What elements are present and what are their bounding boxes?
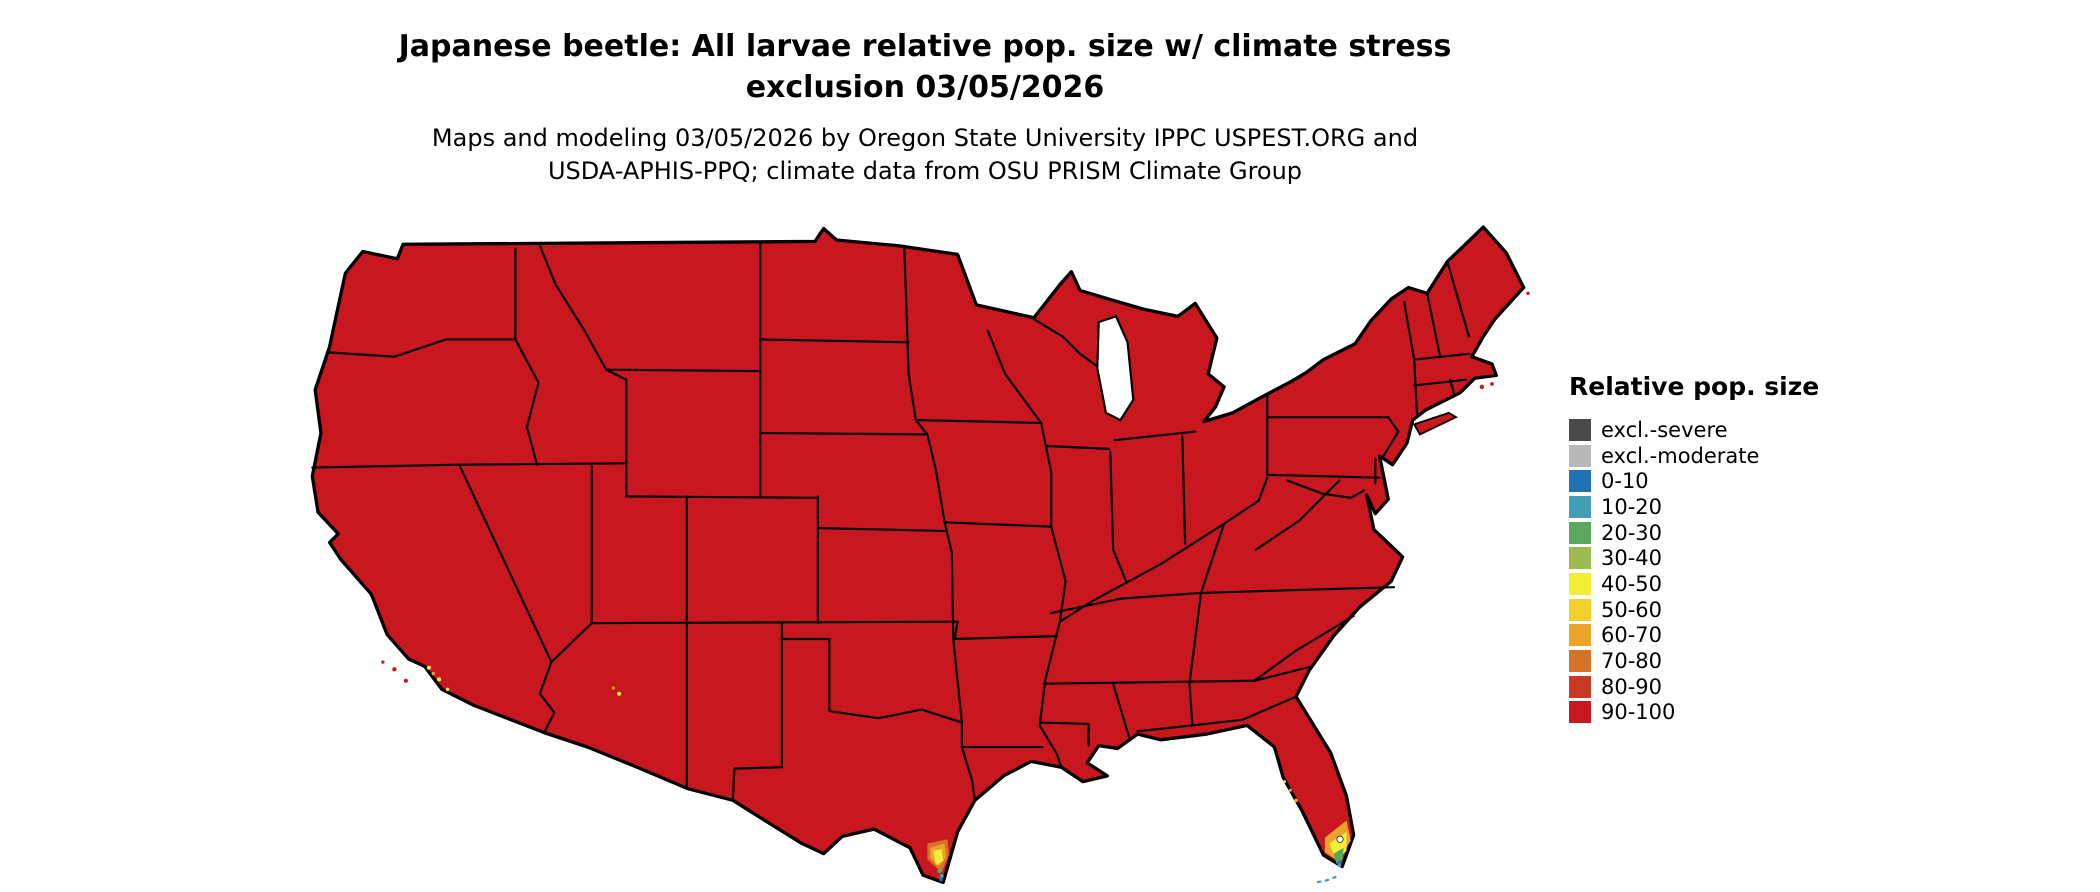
legend-label: excl.-severe	[1601, 417, 1728, 442]
legend-swatch	[1569, 650, 1591, 673]
coastal-islands	[354, 256, 1530, 390]
lake-michigan	[1096, 315, 1135, 422]
south-texas-patch	[927, 839, 949, 882]
legend-swatch	[1569, 444, 1591, 467]
legend-swatch	[1569, 675, 1591, 698]
conus-land	[310, 225, 1526, 885]
legend-title: Relative pop. size	[1569, 372, 1820, 401]
legend-label: 90-100	[1601, 700, 1676, 725]
figure-subtitle: Maps and modeling 03/05/2026 by Oregon S…	[250, 122, 1600, 188]
legend-item: 70-80	[1569, 648, 1899, 674]
legend-item: 30-40	[1569, 545, 1899, 571]
legend-swatch	[1569, 547, 1591, 570]
legend-label: 60-70	[1601, 623, 1663, 648]
low-value-patches	[354, 256, 1530, 884]
southern-california-specks	[381, 660, 450, 692]
legend-items: excl.-severe excl.-moderate 0-10 10-20 20-30…	[1569, 417, 1899, 725]
legend-label: 30-40	[1601, 546, 1663, 571]
legend-item: 80-90	[1569, 674, 1899, 700]
arizona-specks	[611, 686, 622, 696]
legend: Relative pop. size excl.-severe excl.-mod…	[1569, 372, 1899, 725]
legend-label: 0-10	[1601, 469, 1649, 494]
legend-swatch	[1569, 572, 1591, 595]
legend-label: 10-20	[1601, 494, 1663, 519]
long-island	[1412, 411, 1458, 436]
legend-swatch	[1569, 470, 1591, 493]
lake-okeechobee	[1336, 835, 1344, 843]
legend-label: 80-90	[1601, 674, 1663, 699]
legend-swatch	[1569, 495, 1591, 518]
us-map	[310, 225, 1530, 885]
legend-item: excl.-severe	[1569, 417, 1899, 443]
legend-swatch	[1569, 598, 1591, 621]
legend-item: excl.-moderate	[1569, 443, 1899, 469]
state-borders	[311, 241, 1470, 802]
legend-item: 40-50	[1569, 571, 1899, 597]
legend-swatch	[1569, 701, 1591, 724]
legend-item: 90-100	[1569, 700, 1899, 726]
figure-title: Japanese beetle: All larvae relative pop…	[250, 26, 1600, 108]
legend-label: excl.-moderate	[1601, 443, 1760, 468]
florida-keys	[1314, 875, 1337, 884]
legend-label: 40-50	[1601, 571, 1663, 596]
legend-item: 60-70	[1569, 623, 1899, 649]
legend-swatch	[1569, 624, 1591, 647]
legend-item: 20-30	[1569, 520, 1899, 546]
legend-item: 50-60	[1569, 597, 1899, 623]
us-map-container	[256, 204, 1639, 892]
legend-swatch	[1569, 521, 1591, 544]
title-line-2: exclusion 03/05/2026	[745, 70, 1105, 105]
legend-item: 10-20	[1569, 494, 1899, 520]
legend-item: 0-10	[1569, 468, 1899, 494]
legend-label: 20-30	[1601, 520, 1663, 545]
subtitle-line-1: Maps and modeling 03/05/2026 by Oregon S…	[431, 124, 1419, 152]
legend-label: 50-60	[1601, 597, 1663, 622]
south-florida-patch	[1283, 780, 1351, 884]
legend-label: 70-80	[1601, 649, 1663, 674]
subtitle-line-2: USDA-APHIS-PPQ; climate data from OSU PR…	[547, 157, 1303, 185]
title-line-1: Japanese beetle: All larvae relative pop…	[398, 29, 1452, 64]
legend-swatch	[1569, 418, 1591, 441]
